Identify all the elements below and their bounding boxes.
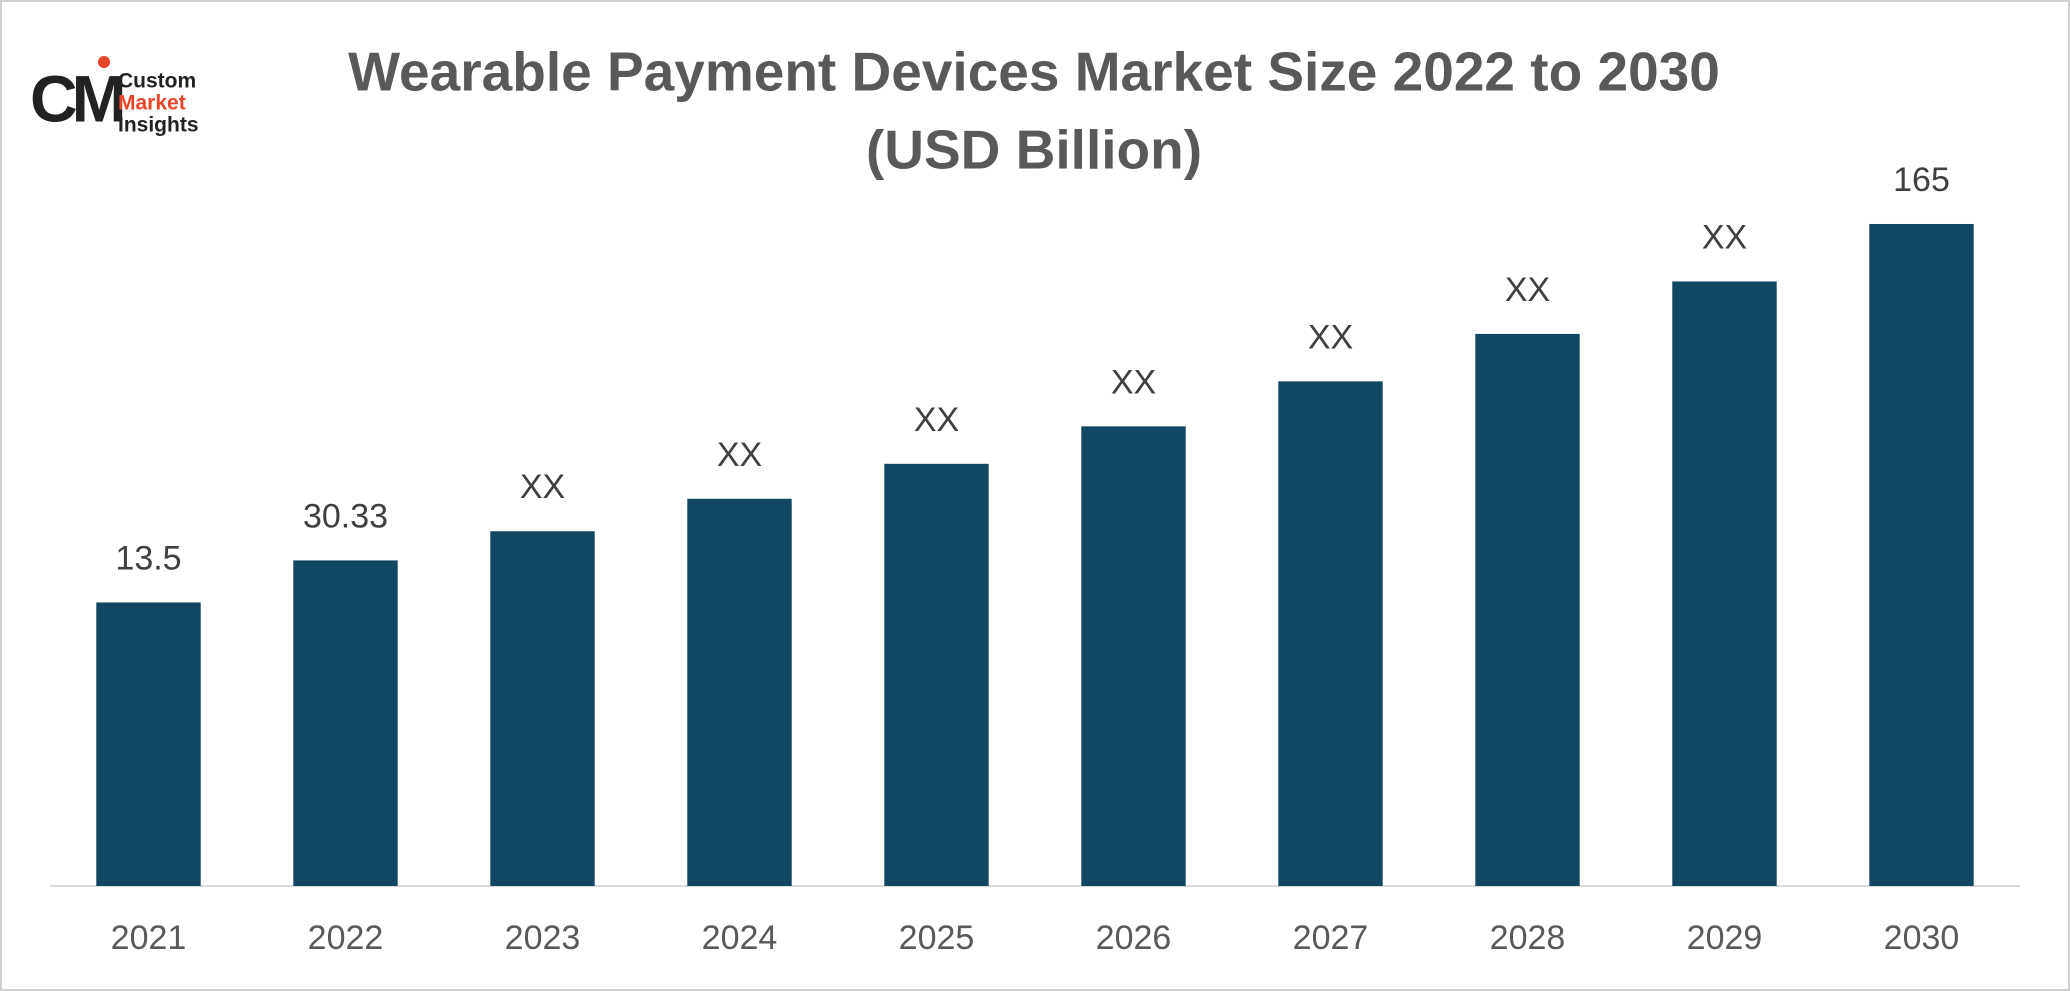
x-tick-label: 2025: [899, 919, 975, 957]
data-label: XX: [520, 468, 565, 506]
logo-text: Custom: [118, 70, 196, 93]
logo: CM Custom Market Insights: [30, 56, 199, 137]
bar: [293, 560, 398, 886]
bar: [1081, 426, 1186, 886]
x-tick-label: 2026: [1096, 919, 1172, 957]
chart-title: Wearable Payment Devices Market Size 202…: [348, 41, 1720, 103]
x-tick-label: 2030: [1884, 919, 1960, 957]
data-label: XX: [1111, 363, 1156, 401]
x-tick-label: 2029: [1687, 919, 1763, 957]
x-tick-label: 2022: [308, 919, 384, 957]
bar: [687, 498, 792, 886]
data-label: 165: [1893, 161, 1950, 199]
bar: [490, 531, 595, 886]
x-tick-label: 2021: [111, 919, 187, 957]
bar: [884, 463, 989, 886]
x-tick-label: 2027: [1293, 919, 1369, 957]
logo-mark: CM: [30, 61, 123, 135]
x-tick-label: 2023: [505, 919, 581, 957]
data-label: XX: [914, 401, 959, 439]
bar: [1475, 333, 1580, 886]
data-label: XX: [1505, 271, 1550, 309]
data-label: XX: [717, 436, 762, 474]
bar: [1278, 381, 1383, 886]
data-label: 13.5: [115, 539, 181, 577]
logo-dot: [98, 56, 110, 68]
x-tick-label: 2028: [1490, 919, 1566, 957]
x-tick-label: 2024: [702, 919, 778, 957]
logo-text: Insights: [118, 114, 199, 137]
bar: [96, 602, 201, 886]
bar: [1869, 223, 1974, 886]
logo-text: Market: [118, 92, 186, 115]
data-label: 30.33: [303, 497, 388, 535]
data-label: XX: [1702, 218, 1747, 256]
data-label: XX: [1308, 318, 1353, 356]
bar: [1672, 281, 1777, 886]
chart-subtitle: (USD Billion): [866, 119, 1202, 181]
